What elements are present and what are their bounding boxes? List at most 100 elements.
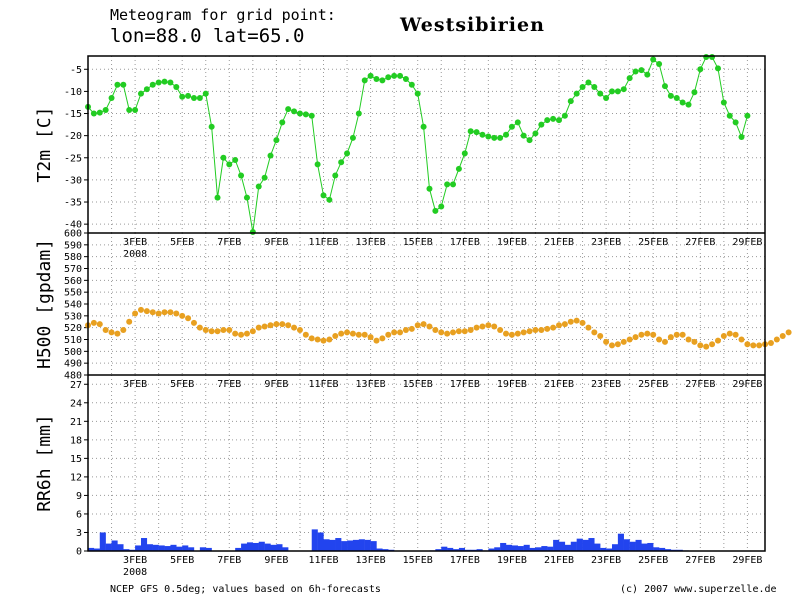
y-tick-label: 540 (64, 300, 82, 311)
h500-point (697, 342, 704, 349)
precip-bar (576, 538, 583, 551)
t2m-point (626, 75, 633, 82)
h500-point (756, 342, 763, 349)
precip-bar (135, 545, 142, 551)
t2m-point (679, 99, 686, 106)
t2m-point (520, 132, 527, 139)
h500-point (526, 328, 533, 335)
h500-point (291, 324, 298, 331)
x-tick-label: 21FEB (544, 379, 574, 390)
h500-point (255, 324, 262, 331)
precip-bar (364, 539, 371, 551)
x-tick-label: 23FEB (591, 555, 621, 566)
h500-point (544, 325, 551, 332)
precip-bar (641, 543, 648, 551)
t2m-point (385, 74, 392, 81)
t2m-point (550, 115, 557, 122)
t2m-point (661, 83, 668, 90)
precip-bar (594, 543, 601, 551)
t2m-point (267, 152, 274, 159)
y-tick-label: 24 (70, 398, 82, 409)
x-tick-label: 21FEB (544, 555, 574, 566)
x-tick-label: 11FEB (308, 555, 338, 566)
precip-bar (105, 543, 112, 551)
h500-point (296, 327, 303, 334)
h500-point (208, 328, 215, 335)
t2m-point (261, 174, 268, 181)
t2m-point (108, 95, 115, 102)
t2m-point (379, 77, 386, 84)
x-tick-label: 29FEB (732, 379, 762, 390)
h500-point (420, 321, 427, 328)
t2m-point (644, 71, 651, 78)
t2m-point (220, 154, 227, 161)
precip-bar (582, 539, 589, 551)
h500-point (473, 324, 480, 331)
precip-bar (282, 547, 289, 551)
t2m-point (467, 128, 474, 135)
t2m-point (732, 119, 739, 126)
precip-bar (358, 539, 365, 551)
t2m-point (249, 229, 256, 235)
precip-bar (270, 544, 277, 551)
x-tick-label: 23FEB (591, 237, 621, 248)
t2m-point (161, 78, 168, 85)
t2m-point (338, 159, 345, 166)
h500-point (397, 329, 404, 336)
t2m-point (238, 172, 245, 179)
h500-point (720, 332, 727, 339)
x-tick-label: 13FEB (356, 379, 386, 390)
x-tick-label: 25FEB (638, 379, 668, 390)
t2m-point (226, 161, 233, 168)
h500-point (497, 327, 504, 334)
t2m-point (455, 165, 462, 172)
t2m-point (726, 112, 733, 119)
precip-bar (146, 544, 153, 551)
precip-bar (88, 547, 95, 551)
h500-point (402, 327, 409, 334)
t2m-point (526, 137, 533, 144)
h500-point (349, 330, 356, 337)
t2m-point (90, 110, 97, 117)
t2m-point (414, 90, 421, 97)
h500-point (249, 328, 256, 335)
t2m-point (361, 77, 368, 84)
t2m-point (738, 133, 745, 140)
h500-point (285, 322, 292, 329)
precip-bar (317, 532, 324, 551)
y-tick-label: 6 (76, 509, 82, 520)
precip-bar (152, 544, 159, 551)
t2m-point (667, 92, 674, 99)
y-tick-label: -35 (64, 198, 82, 209)
y-tick-label: 590 (64, 240, 82, 251)
h500-point (479, 323, 486, 330)
t2m-point (367, 72, 374, 79)
t2m-point (102, 106, 109, 113)
precip-bar (140, 538, 148, 551)
precip-bar (435, 549, 442, 551)
h500-point (273, 321, 280, 328)
h500-point (714, 337, 721, 344)
h500-point (143, 308, 150, 315)
t2m-point (202, 90, 209, 97)
t2m-point (538, 121, 545, 128)
y-tick-label: 520 (64, 323, 82, 334)
t2m-point (232, 156, 239, 163)
precip-bar (635, 539, 642, 551)
t2m-point (243, 194, 250, 201)
h500-point (709, 341, 716, 348)
precip-bar (500, 542, 507, 551)
x-tick-label: 29FEB (732, 237, 762, 248)
h500-point (685, 336, 692, 343)
h500-point (243, 330, 250, 337)
t2m-point (491, 134, 498, 141)
h500-point (326, 336, 333, 343)
h500-point (90, 319, 97, 326)
x-tick-label: 19FEB (497, 237, 527, 248)
h500-point (279, 321, 286, 328)
h500-point (361, 331, 368, 338)
h500-point (785, 329, 792, 336)
t2m-point (96, 109, 103, 116)
title-line-2: lon=88.0 lat=65.0 (110, 25, 305, 47)
h500-point (391, 329, 398, 336)
